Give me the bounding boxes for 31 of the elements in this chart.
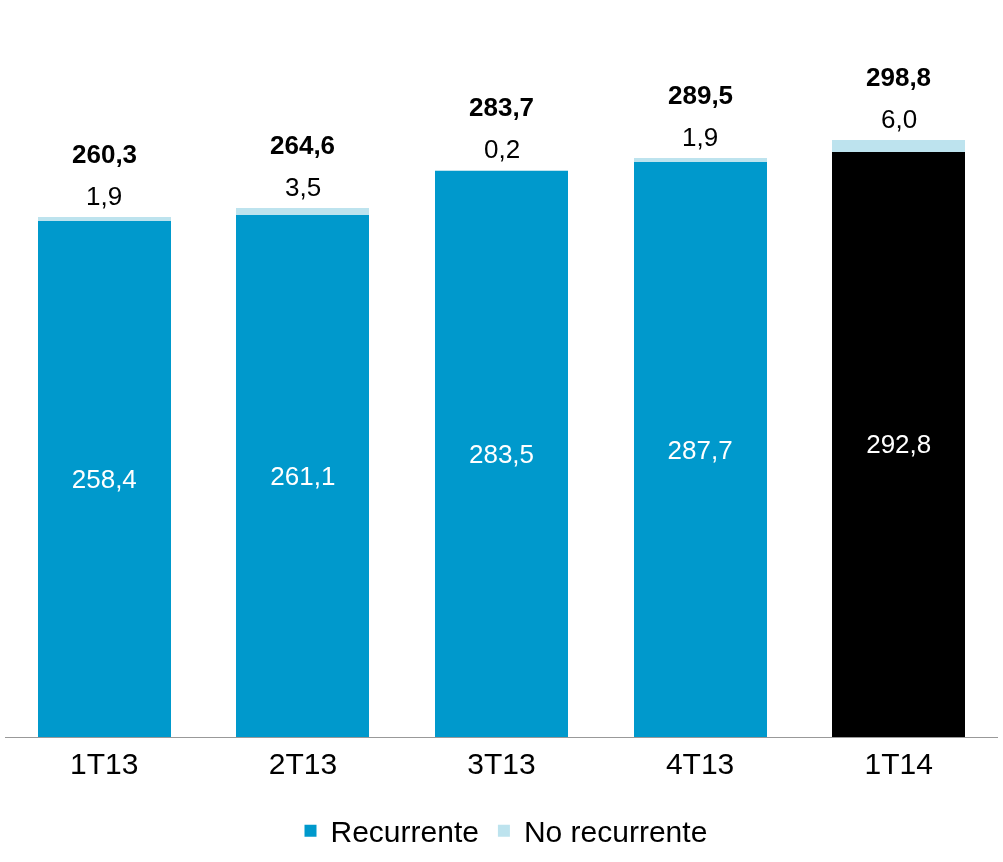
data-label: 292,8 (866, 429, 932, 460)
bar (633, 162, 767, 737)
legend-label: No recurrente (523, 815, 708, 849)
data-label: 258,4 (71, 463, 137, 494)
bar (832, 151, 966, 737)
bar (236, 215, 370, 737)
x-tick-label: 1T14 (864, 747, 933, 780)
total-label: 298,8 (866, 62, 932, 92)
data-label: 287,7 (667, 434, 733, 465)
x-tick-label: 2T13 (268, 747, 338, 780)
data-label: 1,9 (682, 122, 719, 152)
bar (434, 170, 569, 737)
total-label: 283,7 (469, 92, 535, 122)
bar (37, 216, 171, 221)
data-label: 0,2 (484, 134, 521, 164)
data-label: 1,9 (86, 181, 123, 211)
bar (37, 220, 171, 737)
total-label: 264,6 (270, 130, 336, 160)
data-label: 3,5 (285, 172, 322, 202)
bar (236, 208, 370, 216)
bar (633, 158, 767, 163)
bar (832, 140, 966, 152)
legend-label: Recurrente (330, 815, 479, 849)
data-label: 261,1 (270, 461, 336, 492)
x-tick-label: 1T13 (70, 747, 139, 780)
data-label: 283,5 (468, 438, 535, 469)
data-label: 6,0 (881, 104, 918, 134)
total-label: 260,3 (72, 139, 138, 169)
x-tick-label: 3T13 (467, 747, 536, 780)
total-label: 289,5 (668, 80, 734, 110)
x-tick-label: 4T13 (665, 747, 735, 780)
